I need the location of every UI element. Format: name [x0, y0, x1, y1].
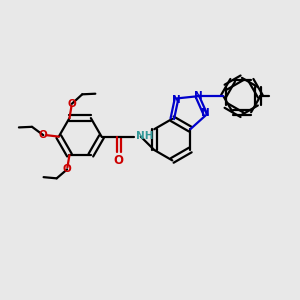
Text: N: N — [172, 95, 181, 105]
Text: N: N — [194, 91, 202, 101]
Text: O: O — [68, 99, 76, 109]
Text: N: N — [201, 109, 210, 118]
Text: O: O — [39, 130, 48, 140]
Text: O: O — [63, 164, 71, 174]
Text: O: O — [114, 154, 124, 167]
Text: NH: NH — [136, 131, 154, 141]
